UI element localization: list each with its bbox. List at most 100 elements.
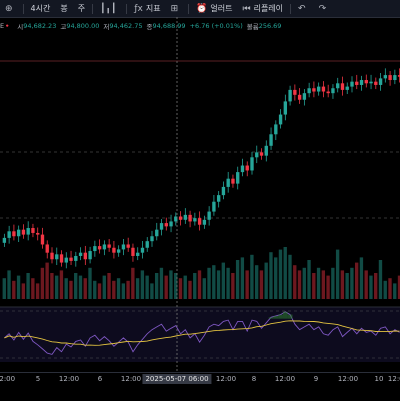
- candle-body: [345, 86, 349, 90]
- drawing-tools-button[interactable]: 주: [73, 0, 90, 17]
- volume-bar: [397, 275, 400, 299]
- candle-body: [36, 232, 40, 235]
- candle-body: [7, 231, 11, 238]
- open-key: 시: [17, 23, 24, 31]
- high-value: 94,800.00: [66, 22, 100, 30]
- timeframe-selector[interactable]: 4시간: [26, 0, 56, 17]
- symbol-search-button[interactable]: ⊕: [0, 0, 21, 17]
- rsi-overbought-fill: [282, 311, 288, 319]
- candle-body: [174, 216, 178, 222]
- volume-bar: [245, 270, 249, 299]
- candle-body: [388, 75, 392, 81]
- candle-body: [102, 244, 107, 250]
- candle-body: [140, 247, 145, 253]
- indicators-button[interactable]: ƒx 지표: [129, 0, 165, 17]
- redo-button[interactable]: ↷: [314, 0, 335, 17]
- candle-body: [350, 81, 354, 87]
- candle-body: [236, 172, 240, 184]
- volume-bar: [31, 278, 35, 299]
- volume-bar: [150, 283, 154, 299]
- volume-bar: [26, 273, 30, 299]
- undo-button[interactable]: ↶: [293, 0, 314, 17]
- candles-icon: ┃╻┃: [100, 3, 117, 14]
- candle-body: [231, 178, 235, 184]
- candle-body: [12, 231, 16, 237]
- candle-body: [150, 236, 154, 242]
- candle-body: [264, 145, 268, 156]
- rewind-icon: ⏮: [242, 3, 251, 14]
- volume-bar: [154, 273, 159, 299]
- volume-bar: [359, 257, 364, 299]
- candle-body: [255, 152, 259, 158]
- volume-bar: [226, 267, 230, 299]
- candle-body: [2, 237, 7, 243]
- volume-bar: [40, 267, 45, 299]
- candle-body: [278, 114, 283, 125]
- open-value: 94,682.23: [23, 22, 57, 30]
- candle-body: [197, 218, 202, 225]
- rsi-overbought-fill: [273, 315, 279, 319]
- replay-label: 리플레이: [253, 4, 284, 13]
- volume-bar: [216, 270, 221, 299]
- candle-body: [307, 88, 311, 94]
- volume-bar: [54, 275, 59, 299]
- volume-bar: [97, 283, 102, 299]
- candle-body: [340, 83, 345, 90]
- layout-button[interactable]: ⊞: [166, 0, 187, 17]
- change-value: +6.76 (+0.01%): [189, 22, 243, 30]
- candle-body: [97, 246, 102, 250]
- volume-bar: [102, 275, 106, 299]
- volume-bar: [126, 280, 130, 299]
- time-axis[interactable]: 12:00512:00612:00712:00812:00912:001012:…: [0, 372, 400, 401]
- volume-bar: [83, 278, 87, 299]
- volume-bar: [259, 270, 264, 299]
- volume-bar: [326, 275, 330, 299]
- candle-body: [136, 252, 140, 256]
- candle-body: [216, 195, 221, 202]
- time-tick-label: 9: [313, 375, 319, 383]
- high-key: 고: [60, 23, 67, 31]
- replay-button[interactable]: ⏮ 리플레이: [237, 0, 288, 17]
- candle-body: [293, 89, 297, 95]
- volume-bar: [345, 273, 349, 299]
- volume-bar: [202, 278, 206, 299]
- chart-type-button[interactable]: 봉: [55, 0, 72, 17]
- volume-bar: [307, 260, 311, 299]
- rsi-pane-background: [0, 307, 400, 362]
- candle-body: [21, 229, 26, 235]
- volume-bar: [316, 267, 321, 299]
- volume-bar: [197, 270, 202, 299]
- price-chart[interactable]: [0, 17, 400, 372]
- volume-bar: [297, 270, 302, 299]
- drawings-label: 주: [77, 4, 86, 13]
- time-tick-label: 12:00: [337, 375, 359, 383]
- volume-bar: [78, 275, 83, 299]
- candle-body: [69, 257, 73, 261]
- volume-bar: [50, 273, 54, 299]
- candle-body: [274, 124, 278, 135]
- candle-body: [316, 86, 321, 92]
- crosshair-time-label: 2025-05-07 06:00: [142, 374, 212, 384]
- candle-body: [155, 229, 159, 237]
- candle-body: [283, 101, 288, 115]
- candle-body: [78, 252, 83, 256]
- volume-bar: [131, 267, 135, 299]
- candles-icon-button[interactable]: ┃╻┃: [95, 0, 124, 17]
- time-tick-label: 8: [251, 375, 257, 383]
- undo-icon: ↶: [298, 3, 306, 14]
- time-tick-label: 12:00: [387, 375, 400, 383]
- volume-bar: [145, 275, 149, 299]
- rsi-overbought-fill: [287, 314, 293, 319]
- volume-bar: [283, 247, 287, 299]
- candle-body: [259, 152, 264, 156]
- alert-button[interactable]: ⏰ 얼러트: [191, 0, 237, 17]
- volume-bar: [207, 267, 211, 299]
- candle-body: [221, 186, 226, 196]
- volume-bar: [174, 273, 178, 299]
- status-dot-icon: •: [5, 22, 10, 30]
- candle-body: [250, 157, 254, 171]
- volume-bar: [93, 280, 97, 299]
- toolbar-divider: [188, 3, 190, 14]
- time-tick-label: 10: [374, 375, 384, 383]
- volume-bar: [340, 270, 345, 299]
